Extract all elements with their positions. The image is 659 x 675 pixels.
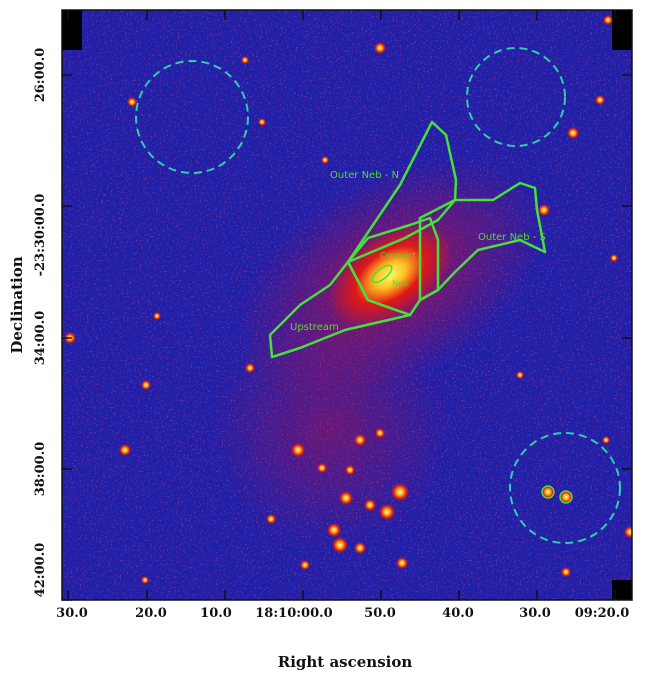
tick-marks <box>62 10 632 601</box>
outer-neb-n-region <box>346 120 458 264</box>
background-region-3 <box>509 432 621 544</box>
y-tick-label: 42:00.0 <box>33 543 48 598</box>
x-tick-label: 20.0 <box>135 606 167 621</box>
plot-frame <box>61 9 633 601</box>
x-tick-label: 18:10:00.0 <box>255 606 332 621</box>
y-tick-label: 38:00.0 <box>33 442 48 497</box>
excluded-source-1 <box>541 485 555 499</box>
label-core-bottom: Neb <box>392 279 408 288</box>
label-core-top: Compact <box>380 251 416 260</box>
compact-neb-region <box>346 216 440 317</box>
background-region-1 <box>135 60 249 174</box>
x-axis-title: Right ascension <box>278 653 413 671</box>
y-tick-label: 26:00.0 <box>33 48 48 103</box>
point-sources <box>64 15 632 584</box>
label-upstream: Upstream <box>290 322 339 333</box>
label-outer-neb-s: Outer Neb - S <box>478 232 546 243</box>
x-tick-label: 30.0 <box>56 606 88 621</box>
x-tick-label: 10.0 <box>200 606 232 621</box>
x-tick-label: 09:20.0 <box>575 606 630 621</box>
x-tick-label: 50.0 <box>364 606 396 621</box>
excluded-source-2 <box>559 490 573 504</box>
x-tick-label: 40.0 <box>442 606 474 621</box>
x-tick-label: 30.0 <box>519 606 551 621</box>
pulsar-region <box>371 264 393 284</box>
y-axis-title: Declination <box>8 256 26 353</box>
label-outer-neb-n: Outer Neb - N <box>330 170 399 181</box>
xray-image: Outer Neb - N Outer Neb - S Upstream Com… <box>62 10 632 600</box>
background-region-2 <box>466 47 566 147</box>
y-tick-label: 34:00.0 <box>33 311 48 366</box>
y-tick-label: -23:30:00.0 <box>33 194 48 277</box>
